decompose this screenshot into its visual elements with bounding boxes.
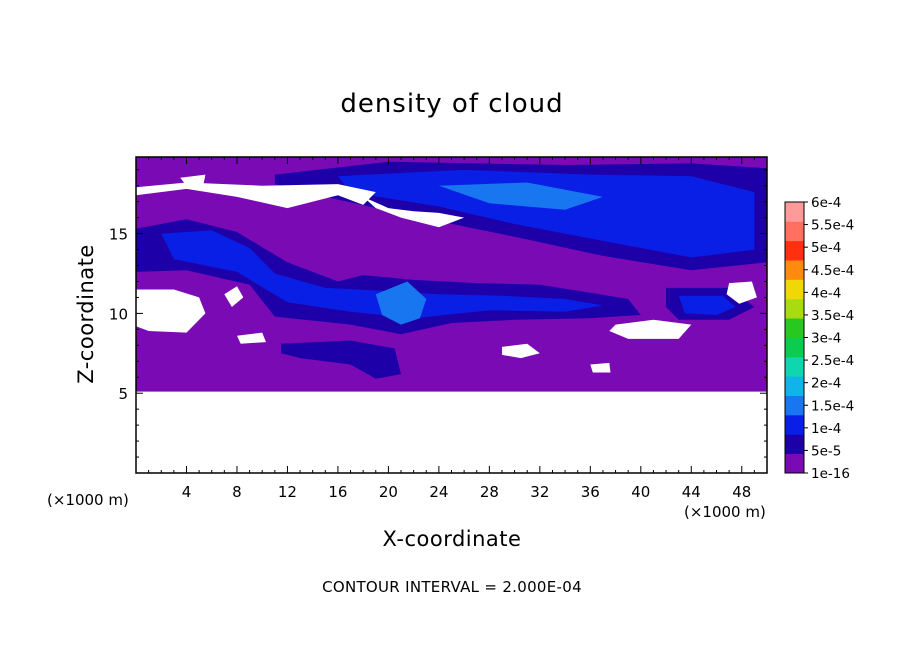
colorbar-swatch [785,337,804,358]
y-tick-label: 5 [118,385,128,403]
x-axis: 4 8 12 16 20 24 28 32 36 40 44 48 [148,157,755,501]
y-axis-title: Z-coordinate [74,244,98,384]
colorbar-swatch [785,414,804,435]
clear-air-patch [609,319,692,339]
colorbar-label: 5e-5 [811,443,841,459]
x-tick-label: 40 [631,483,650,501]
x-unit-label: (×1000 m) [47,491,129,509]
chart-title: density of cloud [340,89,563,119]
x-tick-label: 12 [278,483,297,501]
x-unit-label-right: (×1000 m) [684,503,766,521]
colorbar-swatch [785,221,804,242]
clear-air-patch [502,343,540,359]
x-tick-label: 48 [732,483,751,501]
colorbar-swatch [785,240,804,261]
y-tick-label: 10 [109,305,128,323]
y-axis: 5 10 15 [109,169,767,458]
x-tick-label: 32 [530,483,549,501]
colorbar-label: 4e-4 [811,285,841,301]
clear-air-patch [136,289,206,333]
colorbar-swatch [785,318,804,338]
colorbar-label: 5e-4 [811,240,841,256]
contour-region [678,295,736,315]
colorbar: 1e-16 5e-5 1e-4 1.5e-4 2e-4 2.5e-4 3e-4 3.5e-4 4… [784,195,854,482]
colorbar-swatch [785,260,804,280]
colorbar-swatch [785,376,804,396]
colorbar-swatch [785,356,804,377]
plot-area [136,157,767,473]
x-tick-label: 4 [182,483,192,501]
clear-air-patch [136,182,376,209]
colorbar-label: 4.5e-4 [811,263,854,279]
contour-region [337,169,755,258]
clear-air-patch [590,362,611,373]
colorbar-label: 5.5e-4 [811,218,854,234]
clear-air-patch [224,286,244,307]
contour-region [281,340,401,379]
colorbar-label: 3e-4 [811,331,841,347]
colorbar-label: 1e-16 [811,466,850,482]
x-tick-label: 16 [328,483,347,501]
clear-air-patch [363,196,465,228]
colorbar-swatch [785,453,804,474]
x-tick-label: 24 [429,483,448,501]
x-tick-label: 8 [232,483,242,501]
clear-air-patches [136,174,757,373]
contour-region [438,182,603,210]
x-tick-label: 44 [682,483,701,501]
x-axis-title: X-coordinate [383,527,522,551]
clear-air-patch [237,332,266,344]
clear-air-patch [180,174,206,189]
cloud-density-regions [136,161,767,379]
colorbar-swatch [785,395,804,416]
cloud-free-lower-layer [136,391,767,473]
clear-air-patch [726,281,757,304]
contour-region [375,281,427,325]
y-tick-label: 15 [109,226,128,244]
colorbar-swatch [785,434,804,455]
contour-interval-note: CONTOUR INTERVAL = 2.000E-04 [322,578,582,596]
colorbar-label: 2.5e-4 [811,353,854,369]
x-tick-label: 20 [379,483,398,501]
colorbar-label: 3.5e-4 [811,308,854,324]
colorbar-label: 1.5e-4 [811,398,854,414]
colorbar-label: 1e-4 [811,421,841,437]
x-tick-label: 36 [581,483,600,501]
colorbar-label: 2e-4 [811,376,841,392]
colorbar-swatch [785,202,804,222]
x-tick-label: 28 [480,483,499,501]
contour-region [161,230,603,319]
colorbar-swatch [785,298,804,319]
colorbar-swatch [785,279,804,300]
colorbar-label: 6e-4 [811,195,841,211]
